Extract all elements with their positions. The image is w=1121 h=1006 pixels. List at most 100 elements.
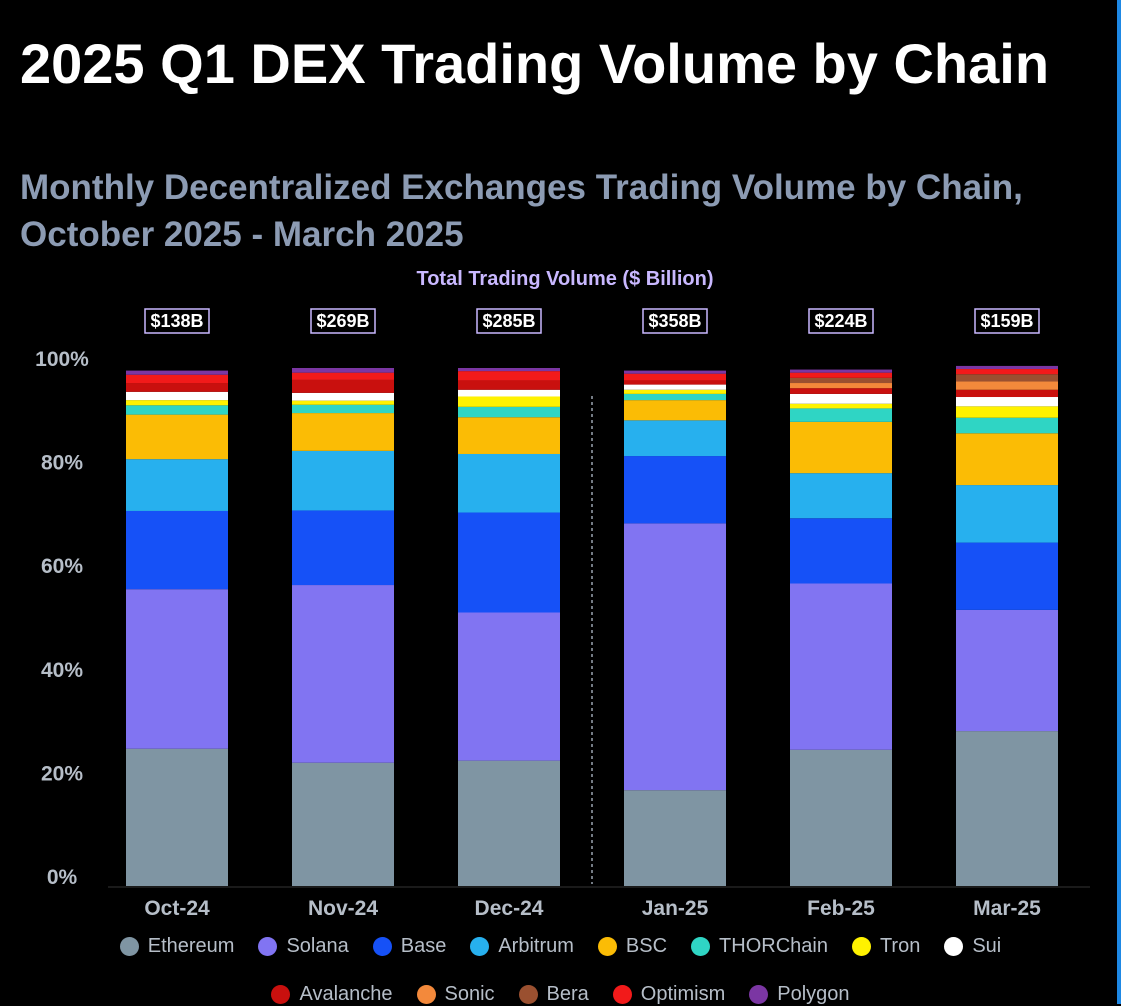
bar-segment-base [292,510,394,586]
legend-item-bera: Bera [518,982,589,1006]
bar-segment-tron [458,396,560,407]
bar-segment-optimism [624,373,726,381]
bar-segment-arbitrum [790,473,892,519]
bar-segment-solana [126,589,228,749]
bar-segment-avalanche [292,379,394,393]
x-tick-label: Mar-25 [973,897,1041,920]
legend-label: Tron [879,934,921,957]
total-label: $269B [316,311,369,331]
bar-segment-thorchain [956,417,1058,434]
bar-segment-optimism [458,371,560,381]
bar-segment-avalanche [126,383,228,392]
bar-segment-ethereum [624,790,726,886]
total-label: $159B [980,311,1033,331]
total-label: $138B [150,311,203,331]
bar-segment-tron [126,400,228,406]
bar-segment-sui [458,389,560,397]
legend-swatch-icon [749,984,769,1004]
bar-segment-arbitrum [956,485,1058,543]
total-label: $358B [648,311,701,331]
bar-segment-solana [292,585,394,763]
chart-subtitle: Monthly Decentralized Exchanges Trading … [20,168,1023,254]
bar-segment-optimism [126,374,228,384]
y-tick-label: 40% [41,659,83,682]
legend-label: Sui [972,934,1002,957]
bar-segment-tron [624,389,726,394]
legend-swatch-icon [691,936,711,956]
bar-segment-thorchain [458,406,560,418]
bar-segment-solana [790,583,892,750]
bar-segment-bsc [126,414,228,460]
bar-segment-ethereum [126,748,228,886]
legend-swatch-icon [416,984,436,1004]
legend-label: Bera [546,982,589,1005]
bar-segment-ethereum [790,749,892,886]
x-tick-label: Nov-24 [308,897,378,920]
bar-segment-tron [790,403,892,409]
x-tick-label: Dec-24 [475,897,544,920]
legend-swatch-icon [271,984,291,1004]
bar-segment-solana [624,523,726,791]
bar-segment-polygon [790,369,892,373]
legend-label: Sonic [444,982,495,1005]
total-volume-header: Total Trading Volume ($ Billion) [416,268,713,290]
bar-segment-thorchain [126,405,228,415]
bar-segment-arbitrum [624,420,726,457]
bar-segment-sonic [956,381,1058,390]
bar-segment-tron [956,406,1058,418]
legend-label: Ethereum [147,934,235,957]
bar-segment-optimism [292,372,394,380]
y-tick-label: 80% [41,452,83,475]
bar-segment-polygon [956,365,1058,370]
right-edge-accent [1117,0,1121,1004]
y-tick-label: 0% [47,866,78,889]
bar-segment-optimism [956,369,1058,375]
bar-segment-polygon [458,368,560,372]
bar-segment-sui [956,397,1058,407]
total-label-box [808,308,874,334]
bar-segment-arbitrum [458,453,560,513]
bar-segment-ethereum [292,762,394,886]
bar-segment-ethereum [458,760,560,886]
legend-label: Base [400,934,447,957]
legend-item-sonic: Sonic [416,982,495,1006]
legend-item-arbitrum: Arbitrum [470,934,574,958]
legend-swatch-icon [612,984,632,1004]
bar-segment-tron [292,400,394,405]
legend-item-solana: Solana [258,934,349,958]
bar-segment-avalanche [956,389,1058,398]
bar-segment-optimism [790,372,892,378]
bar-segment-solana [956,609,1058,732]
bar-segment-thorchain [624,393,726,401]
legend-label: Avalanche [299,982,393,1005]
legend-label: BSC [625,934,668,957]
bar-segment-sui [292,392,394,401]
bar-segment-base [956,542,1058,610]
legend-item-avalanche: Avalanche [271,982,393,1006]
bar-segment-avalanche [790,388,892,394]
bar-segment-sui [790,393,892,404]
x-tick-label: Feb-25 [807,897,875,920]
legend-swatch-icon [119,936,139,956]
legend-item-ethereum: Ethereum [119,934,235,958]
total-label-box [642,308,708,334]
y-tick-label: 20% [41,762,83,785]
x-tick-label: Jan-25 [642,897,709,920]
legend-swatch-icon [851,936,871,956]
legend-item-thorchain: THORChain [691,934,828,958]
legend-item-bsc: BSC [597,934,668,958]
legend-swatch-icon [470,936,490,956]
bar-segment-bsc [292,413,394,451]
bar-segment-avalanche [624,380,726,385]
bar-segment-base [624,456,726,524]
bar-segment-ethereum [956,731,1058,886]
bar-segment-bsc [956,433,1058,486]
legend-label: Optimism [640,982,726,1005]
bar-segment-thorchain [292,404,394,414]
bar-segment-avalanche [458,380,560,390]
stacked-bar-chart: Total Trading Volume ($ Billion) 0% 20% 40%… [35,268,1090,920]
legend-swatch-icon [258,936,278,956]
legend-label: Arbitrum [498,934,574,957]
legend: Ethereum Solana Base Arbitrum BSC THORChain Tr… [0,934,1121,1006]
legend-label: Polygon [777,982,850,1005]
